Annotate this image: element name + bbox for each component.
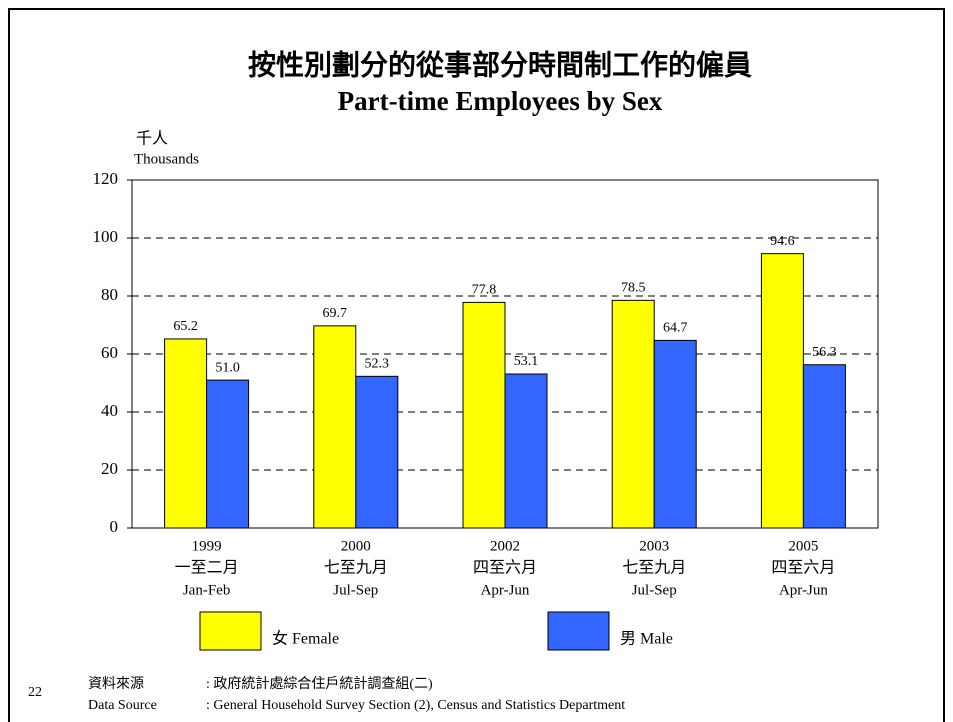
x-tick-label: 2003 [639, 538, 669, 554]
y-tick-label: 20 [101, 459, 118, 478]
chart-title: 按性別劃分的從事部分時間制工作的僱員 [248, 48, 752, 81]
y-axis-label: Thousands [134, 151, 199, 167]
bar [313, 325, 357, 529]
value-label: 69.7 [323, 306, 348, 321]
value-label: 51.0 [215, 360, 240, 375]
x-tick-label: 七至九月 [324, 559, 388, 577]
x-tick-label: 七至九月 [622, 559, 686, 577]
value-label: 56.3 [812, 345, 837, 360]
y-tick-label: 0 [110, 517, 119, 536]
value-label: 52.3 [365, 357, 390, 372]
x-tick-label: 2005 [788, 538, 818, 554]
bar [760, 253, 804, 529]
bar [355, 375, 399, 529]
bar [653, 339, 697, 529]
bar [206, 379, 250, 529]
x-tick-label: 1999 [192, 538, 222, 554]
x-tick-label: 2000 [341, 538, 371, 554]
value-label: 64.7 [663, 321, 688, 336]
value-label: 65.2 [173, 319, 198, 334]
source-label: Data Source [88, 698, 157, 713]
bar [611, 299, 655, 529]
bar [802, 364, 846, 529]
bar [504, 373, 548, 529]
legend-swatch [199, 611, 262, 651]
x-tick-label: 一至二月 [175, 560, 239, 577]
source-text: : 政府統計處綜合住戶統計調查組(二) [206, 676, 433, 692]
source-label: 資料來源 [88, 676, 144, 692]
chart-subtitle: Part-time Employees by Sex [338, 86, 663, 116]
y-axis-label: 千人 [136, 130, 168, 148]
legend-swatch [547, 611, 610, 651]
x-tick-label: 四至六月 [473, 559, 537, 577]
x-tick-label: 四至六月 [771, 559, 835, 577]
x-tick-label: Jul-Sep [333, 582, 378, 598]
legend-label: 女 Female [272, 629, 339, 648]
value-label: 94.6 [770, 234, 795, 249]
x-tick-label: Apr-Jun [779, 582, 828, 598]
value-label: 77.8 [472, 283, 497, 298]
page-number: 22 [28, 685, 42, 700]
y-tick-label: 100 [93, 227, 119, 246]
y-tick-label: 40 [101, 401, 118, 420]
slide-frame [8, 8, 945, 722]
bar [164, 338, 208, 529]
x-tick-label: Jul-Sep [632, 582, 677, 598]
x-tick-label: Jan-Feb [183, 582, 231, 598]
y-tick-label: 120 [93, 169, 119, 188]
value-label: 53.1 [514, 354, 539, 369]
y-tick-label: 80 [101, 285, 118, 304]
y-tick-label: 60 [101, 343, 118, 362]
x-tick-label: Apr-Jun [481, 582, 530, 598]
value-label: 78.5 [621, 281, 646, 296]
bar [462, 301, 506, 529]
legend-label: 男 Male [620, 631, 673, 648]
source-text: : General Household Survey Section (2), … [206, 698, 625, 713]
x-tick-label: 2002 [490, 538, 520, 554]
plot-frame [131, 179, 879, 529]
